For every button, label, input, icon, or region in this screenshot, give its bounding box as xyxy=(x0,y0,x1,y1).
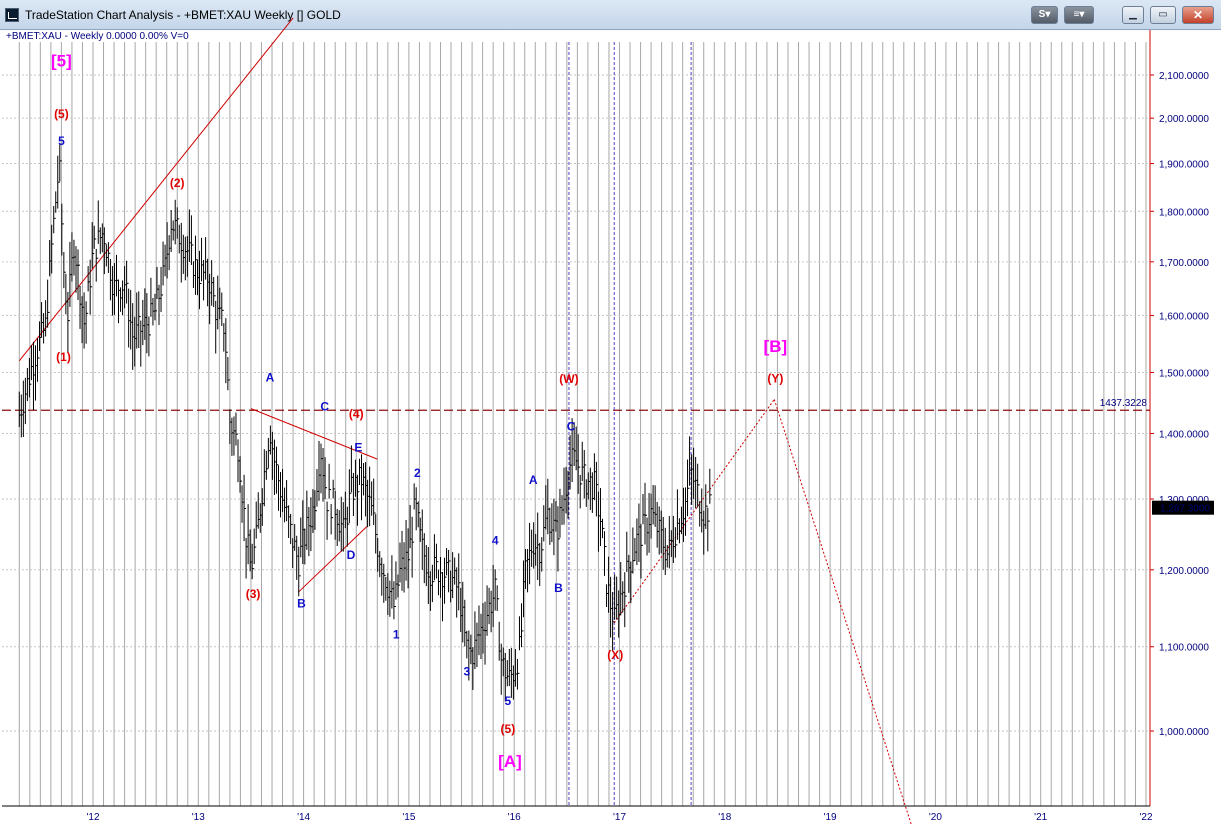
wave-labels: [5] (5) 5 (2) (1) A C (4) E 2 (3) B D 1 4 3 5 (5) [A] A B (W)… xyxy=(51,52,787,771)
last-price-label: 1,287.3000 xyxy=(1160,504,1210,515)
y-tick-label: 1,700.0000 xyxy=(1159,258,1209,269)
wave-label: [B] xyxy=(764,337,788,356)
wave-label: B xyxy=(554,581,563,595)
wave-label: [A] xyxy=(498,752,522,771)
wave-label: [5] xyxy=(51,52,72,71)
price-bars-series xyxy=(18,143,712,702)
x-tick-label: '17 xyxy=(613,812,626,823)
last-price-box xyxy=(1152,500,1214,515)
wave-label: (1) xyxy=(56,350,71,364)
close-icon: ✕ xyxy=(1192,8,1204,22)
wave-label: C xyxy=(567,419,576,433)
wave-label: (W) xyxy=(559,372,578,386)
wave-label: D xyxy=(347,548,356,562)
chevron-down-icon: ▾ xyxy=(1079,9,1085,20)
x-tick-label: '15 xyxy=(402,812,415,823)
wave-label: 2 xyxy=(414,466,421,480)
wave-label: A xyxy=(529,473,538,487)
wave-label: (4) xyxy=(349,407,364,421)
y-tick-label: 1,900.0000 xyxy=(1159,159,1209,170)
maximize-icon: ▭ xyxy=(1158,9,1168,20)
y-tick-label: 1,500.0000 xyxy=(1159,368,1209,379)
wave-label: A xyxy=(266,370,275,384)
wave-label: E xyxy=(354,440,362,454)
wave-label: B xyxy=(297,596,306,610)
x-tick-label: '22 xyxy=(1139,812,1152,823)
projection-line xyxy=(613,399,775,624)
x-tick-label: '16 xyxy=(508,812,521,823)
y-tick-label: 1,400.0000 xyxy=(1159,430,1209,441)
x-tick-label: '20 xyxy=(929,812,942,823)
x-tick-label: '18 xyxy=(718,812,731,823)
y-tick-label: 1,000.0000 xyxy=(1159,727,1209,738)
y-tick-label: 1,300.0000 xyxy=(1159,495,1209,506)
resistance-level-label: 1437.3228 xyxy=(1100,398,1148,409)
chevron-down-icon: ▾ xyxy=(1045,9,1051,20)
strategy-s-label: S xyxy=(1038,9,1046,20)
x-tick-label: '14 xyxy=(297,812,310,823)
y-tick-label: 2,100.0000 xyxy=(1159,71,1209,82)
title-bar: TradeStation Chart Analysis - +BMET:XAU … xyxy=(0,0,1221,30)
close-button[interactable]: ✕ xyxy=(1182,6,1214,24)
chart-menu-button[interactable]: ≡▾ xyxy=(1064,6,1094,24)
y-tick-label: 1,100.0000 xyxy=(1159,643,1209,654)
x-tick-label: '13 xyxy=(192,812,205,823)
menu-lines-icon: ≡ xyxy=(1073,9,1080,20)
y-tick-label: 1,600.0000 xyxy=(1159,311,1209,322)
chart-symbol-header: +BMET:XAU - Weekly 0.0000 0.00% V=0 xyxy=(6,31,189,42)
trendline xyxy=(18,17,294,362)
maximize-button[interactable]: ▭ xyxy=(1150,6,1176,24)
wave-label: 4 xyxy=(492,533,499,547)
wave-label: 3 xyxy=(463,664,470,678)
wave-label: (X) xyxy=(607,648,623,662)
chart-grid xyxy=(2,42,1150,806)
y-tick-label: 1,800.0000 xyxy=(1159,207,1209,218)
trendline xyxy=(297,526,368,593)
wave-label: 5 xyxy=(58,134,65,148)
chart-trendlines: 1437.3228 xyxy=(2,17,1150,825)
wave-label: (2) xyxy=(170,176,185,190)
trendline xyxy=(250,408,378,460)
wave-label: (3) xyxy=(246,587,261,601)
chart-axes: 1,000.0000 1,100.0000 1,200.0000 1,300.0000… xyxy=(2,30,1214,823)
tradestation-app-icon xyxy=(5,8,19,22)
projection-line xyxy=(773,399,912,825)
y-tick-label: 1,200.0000 xyxy=(1159,566,1209,577)
x-tick-label: '19 xyxy=(824,812,837,823)
wave-label: (Y) xyxy=(767,372,783,386)
wave-label: 1 xyxy=(393,628,400,642)
strategy-menu-button[interactable]: S▾ xyxy=(1031,6,1058,24)
x-tick-label: '12 xyxy=(86,812,99,823)
wave-label: (5) xyxy=(501,722,516,736)
window-title: TradeStation Chart Analysis - +BMET:XAU … xyxy=(25,8,341,22)
minimize-button[interactable]: ▁ xyxy=(1122,6,1144,24)
y-tick-label: 2,000.0000 xyxy=(1159,114,1209,125)
wave-label: 5 xyxy=(505,694,512,708)
wave-label: C xyxy=(320,399,329,413)
minimize-icon: ▁ xyxy=(1129,9,1137,20)
x-tick-label: '21 xyxy=(1034,812,1047,823)
wave-label: (5) xyxy=(54,107,69,121)
